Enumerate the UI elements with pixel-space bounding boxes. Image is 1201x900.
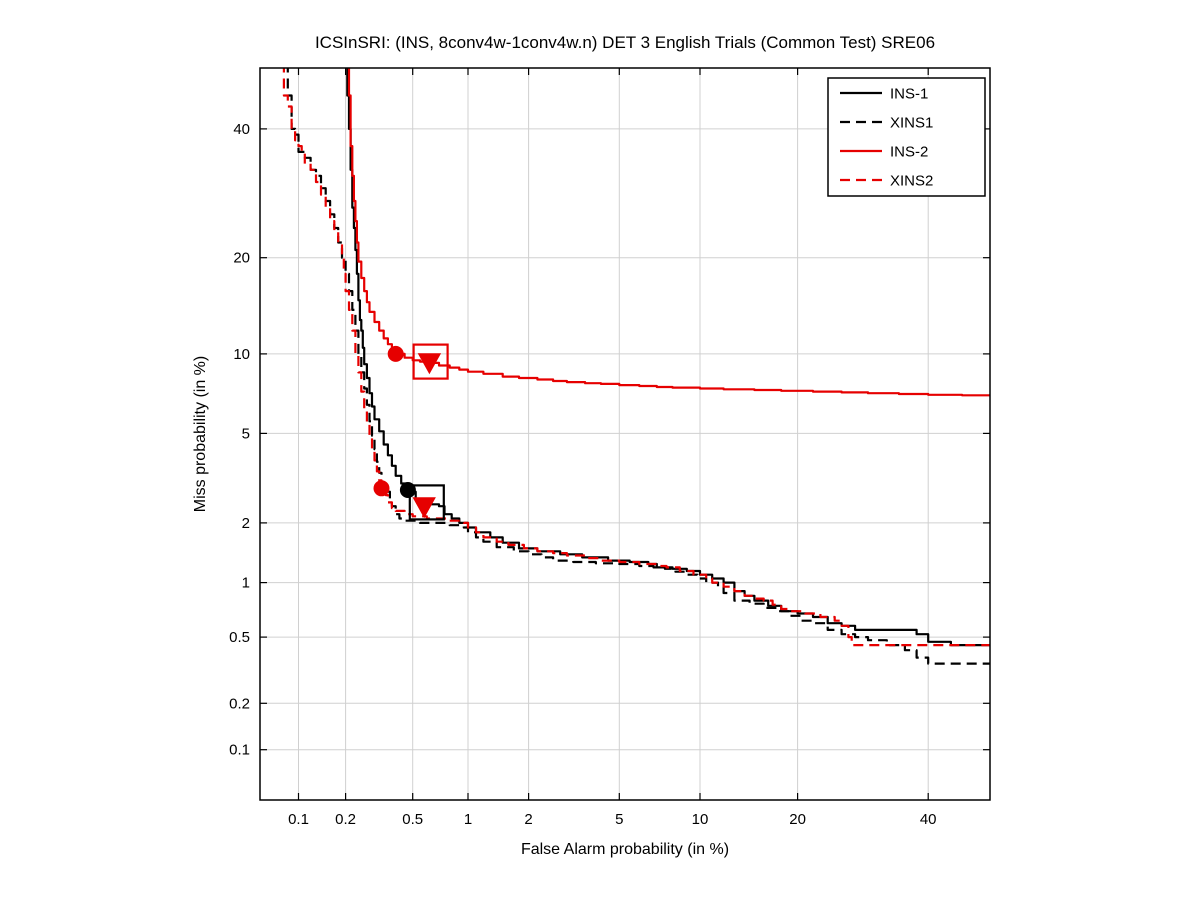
circle-marker <box>387 345 404 362</box>
legend-label: INS-1 <box>890 86 928 103</box>
square-marker <box>408 484 445 521</box>
y-tick-label: 2 <box>242 515 250 532</box>
x-tick-label: 40 <box>920 811 937 828</box>
y-tick-label: 0.5 <box>229 629 250 646</box>
y-tick-label: 1 <box>242 575 250 592</box>
square-marker <box>412 343 449 380</box>
legend-label: XINS2 <box>890 173 933 190</box>
x-tick-label: 20 <box>789 811 806 828</box>
y-tick-label: 5 <box>242 425 250 442</box>
series-line-INS-2 <box>347 68 990 397</box>
series-line-XINS1 <box>286 68 990 665</box>
legend-item-INS-2: INS-2 <box>840 144 928 161</box>
triangle-marker <box>417 353 442 375</box>
legend-item-XINS2: XINS2 <box>840 173 933 190</box>
legend-label: XINS1 <box>890 115 933 132</box>
series-line-INS-1 <box>346 68 990 647</box>
x-tick-label: 1 <box>464 811 472 828</box>
circle-marker <box>373 480 390 497</box>
x-tick-label: 2 <box>524 811 532 828</box>
x-tick-label: 0.1 <box>288 811 309 828</box>
series-group <box>282 68 990 665</box>
y-tick-label: 20 <box>233 250 250 267</box>
y-axis-label: Miss probability (in %) <box>192 356 209 512</box>
tick-marks <box>260 68 990 800</box>
x-tick-label: 10 <box>692 811 709 828</box>
legend-item-XINS1: XINS1 <box>840 115 933 132</box>
legend-box <box>827 77 986 197</box>
legend-item-INS-1: INS-1 <box>840 86 928 103</box>
x-tick-label: 5 <box>615 811 623 828</box>
y-tick-label: 0.2 <box>229 695 250 712</box>
y-tick-label: 10 <box>233 346 250 363</box>
triangle-marker <box>412 497 436 519</box>
legend-label: INS-2 <box>890 144 928 161</box>
y-tick-label: 40 <box>233 121 250 138</box>
legend: INS-1 XINS1 INS-2 XINS2 <box>827 77 986 197</box>
x-tick-label: 0.2 <box>335 811 356 828</box>
x-axis-label: False Alarm probability (in %) <box>521 841 729 858</box>
y-tick-label: 0.1 <box>229 742 250 759</box>
tick-labels: 0.1 0.2 0.5 1 2 5 10 20 40 0.1 0.2 0.5 1 2 5 10 20 40 <box>229 121 936 828</box>
x-tick-label: 0.5 <box>402 811 423 828</box>
chart-title: ICSInSRI: (INS, 8conv4w-1conv4w.n) DET 3… <box>315 33 935 52</box>
markers-group <box>373 343 449 521</box>
